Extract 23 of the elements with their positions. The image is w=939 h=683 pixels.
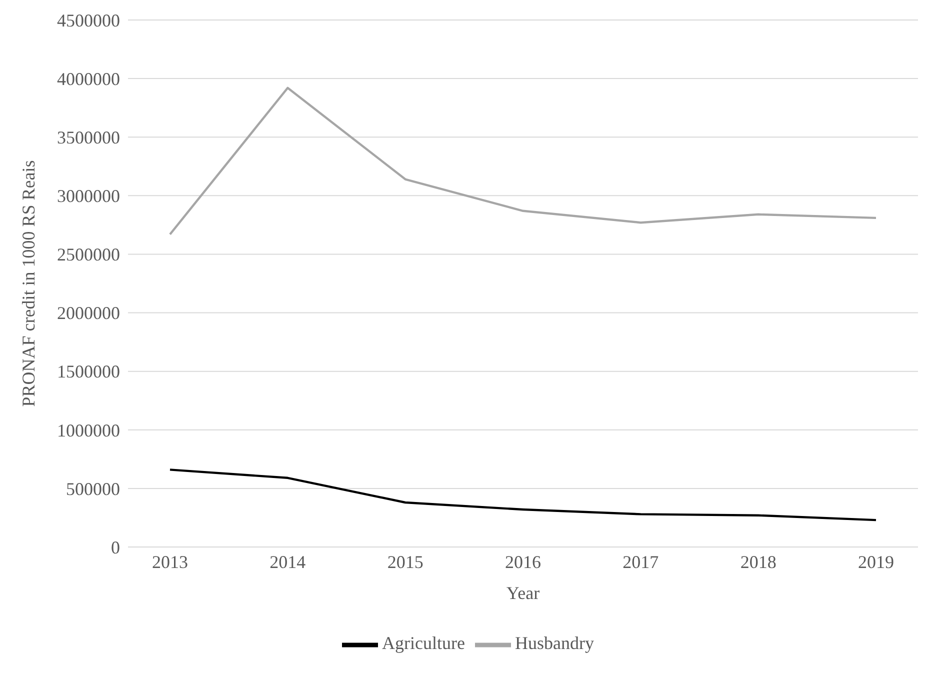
x-tick-label: 2015 xyxy=(387,552,424,572)
line-series xyxy=(168,468,878,522)
x-tick-label: 2017 xyxy=(622,552,659,572)
y-tick-label: 500000 xyxy=(66,478,120,499)
line-series xyxy=(168,86,878,236)
y-tick-label: 2000000 xyxy=(57,303,120,324)
y-tick-label: 0 xyxy=(111,537,120,558)
x-axis-title: Year xyxy=(506,583,540,603)
y-tick-label: 3500000 xyxy=(57,128,120,148)
x-tick-label: 2013 xyxy=(152,552,188,572)
x-tick-label: 2014 xyxy=(270,552,306,572)
x-tick-label: 2016 xyxy=(505,552,541,572)
x-tick-label: 2019 xyxy=(858,552,894,572)
y-tick-label: 2500000 xyxy=(57,244,120,265)
y-tick-label: 1000000 xyxy=(57,420,120,440)
y-tick-label: 1500000 xyxy=(57,362,120,382)
legend-label: Husbandry xyxy=(514,633,594,654)
y-axis-title: PRONAF credit in 1000 RS Reais xyxy=(18,160,38,407)
y-tick-label: 4000000 xyxy=(57,68,120,89)
y-tick-label: 3000000 xyxy=(57,186,120,206)
x-tick-label: 2018 xyxy=(740,552,776,572)
y-tick-label: 4500000 xyxy=(57,10,120,30)
legend-label: Agriculture xyxy=(382,633,465,654)
